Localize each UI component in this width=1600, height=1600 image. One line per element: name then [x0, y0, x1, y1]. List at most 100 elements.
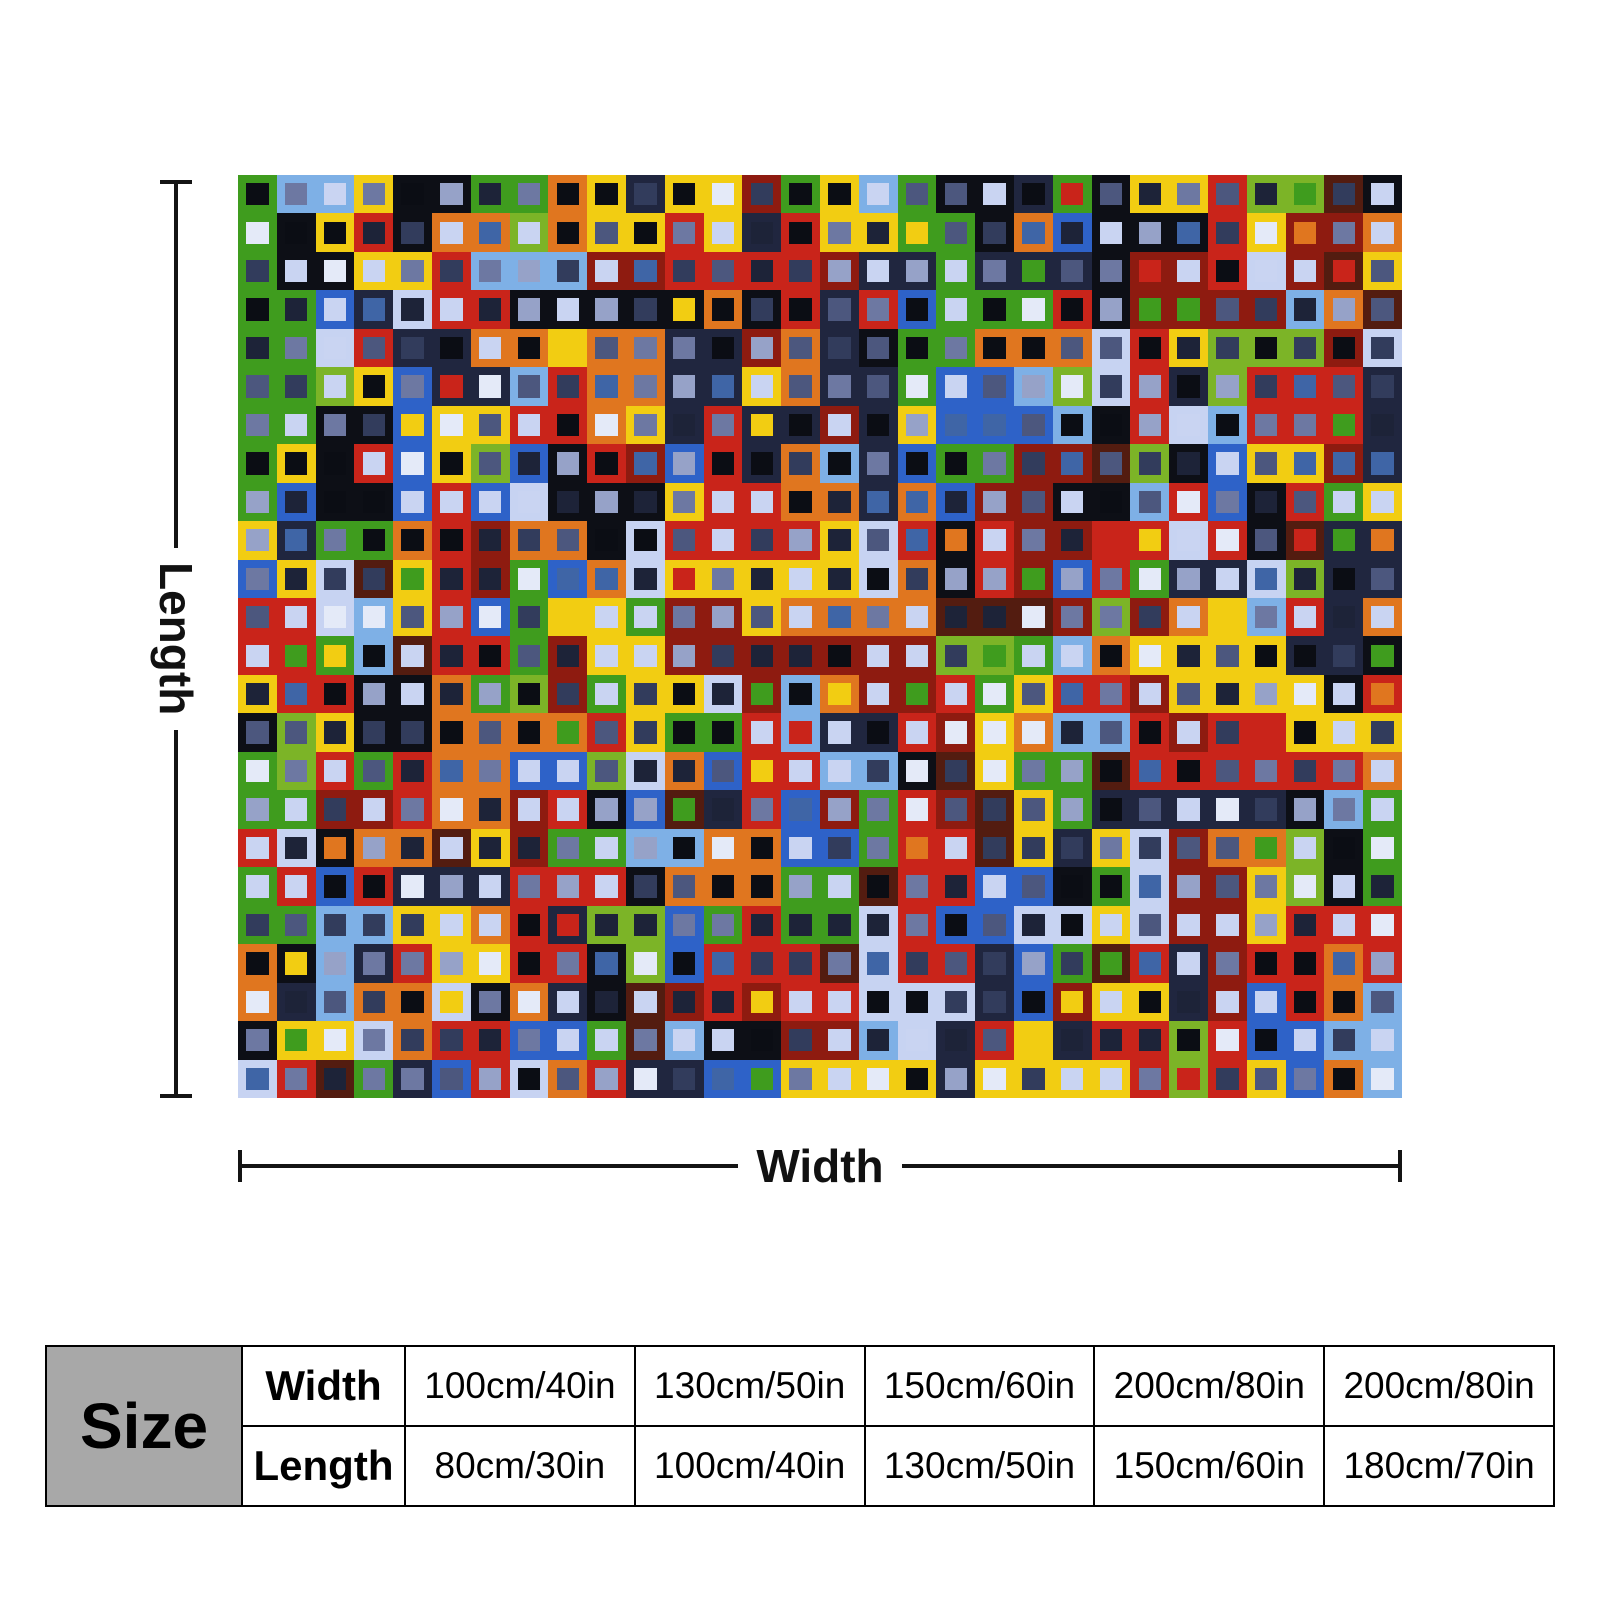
- mosaic-tile-inner: [711, 259, 735, 283]
- mosaic-tile: [1130, 367, 1170, 406]
- mosaic-tile: [819, 1059, 859, 1098]
- mosaic-tile: [1324, 1059, 1364, 1098]
- mosaic-tile-inner: [1060, 221, 1084, 244]
- mosaic-tile-inner: [944, 952, 968, 975]
- length-value-3: 130cm/50in: [863, 1425, 1096, 1507]
- mosaic-tile: [1169, 559, 1208, 599]
- mosaic-tile-inner: [1293, 1067, 1317, 1090]
- mosaic-tile: [703, 828, 743, 868]
- mosaic-tile: [470, 1059, 510, 1098]
- mosaic-tile-inner: [1177, 913, 1200, 937]
- mosaic-tile-inner: [983, 336, 1006, 360]
- mosaic-tile: [315, 905, 355, 945]
- mosaic-tile-inner: [750, 875, 774, 898]
- mosaic-tile-inner: [828, 183, 851, 206]
- mosaic-tile-inner: [1060, 836, 1084, 860]
- mosaic-tile: [742, 751, 782, 791]
- mosaic-tile: [548, 367, 588, 406]
- mosaic-tile: [742, 674, 782, 714]
- mosaic-tile-inner: [944, 183, 968, 206]
- mosaic-tile-inner: [789, 183, 812, 206]
- mosaic-tile: [975, 867, 1014, 906]
- mosaic-tile-inner: [323, 183, 347, 206]
- mosaic-tile: [664, 713, 704, 752]
- mosaic-tile-inner: [246, 952, 269, 975]
- mosaic-tile-inner: [789, 221, 812, 244]
- mosaic-tile-inner: [1138, 990, 1162, 1013]
- mosaic-tile: [393, 828, 432, 868]
- mosaic-tile-inner: [789, 298, 812, 321]
- mosaic-tile: [664, 213, 704, 252]
- mosaic-tile: [431, 328, 471, 368]
- mosaic-tile-inner: [1138, 452, 1162, 475]
- mosaic-tile-inner: [284, 606, 308, 629]
- mosaic-tile: [625, 674, 665, 714]
- mosaic-tile: [703, 559, 743, 599]
- mosaic-tile-inner: [1099, 413, 1123, 437]
- mosaic-tile-inner: [983, 606, 1006, 629]
- mosaic-tile: [431, 213, 471, 252]
- mosaic-tile-inner: [284, 913, 308, 937]
- mosaic-tile: [936, 213, 976, 252]
- mosaic-tile-inner: [905, 452, 929, 475]
- mosaic-tile-inner: [595, 798, 618, 821]
- mosaic-tile-inner: [983, 375, 1006, 398]
- mosaic-tile-inner: [1099, 336, 1123, 360]
- mosaic-tile: [1052, 328, 1092, 368]
- mosaic-tile-inner: [1022, 798, 1045, 821]
- mosaic-tile: [1130, 521, 1170, 560]
- mosaic-tile-inner: [672, 567, 696, 590]
- mosaic-tile-inner: [1099, 875, 1123, 898]
- width-label: Width: [756, 1140, 884, 1192]
- mosaic-tile: [781, 828, 820, 868]
- mosaic-tile: [703, 482, 743, 522]
- mosaic-tile-inner: [1216, 490, 1239, 514]
- mosaic-tile: [238, 598, 277, 637]
- mosaic-tile-inner: [905, 990, 929, 1013]
- length-value-4: 150cm/60in: [1093, 1425, 1326, 1507]
- mosaic-tile-inner: [672, 836, 696, 860]
- mosaic-tile-inner: [517, 336, 541, 360]
- mosaic-tile-inner: [517, 875, 541, 898]
- mosaic-tile-inner: [983, 913, 1006, 937]
- mosaic-tile: [664, 982, 704, 1022]
- mosaic-tile-inner: [401, 298, 424, 321]
- mosaic-tile: [1246, 444, 1286, 483]
- mosaic-tile-inner: [1371, 375, 1394, 398]
- mosaic-tile-inner: [1332, 644, 1356, 667]
- mosaic-tile: [625, 405, 665, 445]
- mosaic-tile-inner: [595, 452, 618, 475]
- mosaic-tile-inner: [401, 952, 424, 975]
- mosaic-tile: [1324, 367, 1364, 406]
- mosaic-tile-inner: [401, 721, 424, 744]
- mosaic-tile: [1285, 521, 1325, 560]
- mosaic-tile-inner: [1022, 490, 1045, 514]
- mosaic-tile: [703, 1021, 743, 1060]
- mosaic-tile: [470, 175, 510, 214]
- mosaic-tile: [1363, 674, 1402, 714]
- mosaic-tile: [238, 867, 277, 906]
- mosaic-tile-inner: [828, 913, 851, 937]
- mosaic-tile: [1246, 328, 1286, 368]
- mosaic-tile: [1246, 213, 1286, 252]
- mosaic-tile: [742, 636, 782, 675]
- mosaic-tile: [897, 828, 937, 868]
- mosaic-tile-inner: [1293, 567, 1317, 590]
- mosaic-tile: [1285, 290, 1325, 329]
- mosaic-tile-inner: [1371, 721, 1394, 744]
- mosaic-tile: [1207, 790, 1247, 829]
- mosaic-tile-inner: [440, 452, 463, 475]
- mosaic-tile: [1207, 905, 1247, 945]
- mosaic-tile-inner: [595, 721, 618, 744]
- mosaic-tile: [238, 828, 277, 868]
- mosaic-tile: [703, 405, 743, 445]
- mosaic-tile-inner: [362, 567, 386, 590]
- mosaic-tile: [1363, 290, 1402, 329]
- mosaic-tile: [1091, 251, 1131, 291]
- mosaic-tile: [1246, 867, 1286, 906]
- mosaic-tile-inner: [1293, 183, 1317, 206]
- mosaic-tile: [587, 1059, 626, 1098]
- mosaic-tile-inner: [1022, 990, 1045, 1013]
- mosaic-tile: [548, 944, 588, 983]
- mosaic-tile-inner: [440, 759, 463, 783]
